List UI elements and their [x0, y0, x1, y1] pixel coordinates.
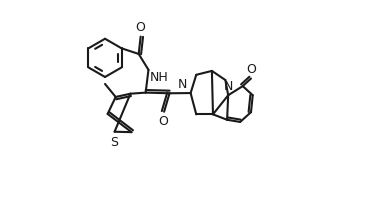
Text: N: N	[224, 80, 233, 93]
Text: S: S	[110, 136, 118, 149]
Text: O: O	[158, 115, 168, 128]
Text: NH: NH	[150, 71, 169, 84]
Text: N: N	[177, 78, 187, 91]
Text: O: O	[247, 63, 256, 76]
Text: O: O	[136, 21, 146, 34]
